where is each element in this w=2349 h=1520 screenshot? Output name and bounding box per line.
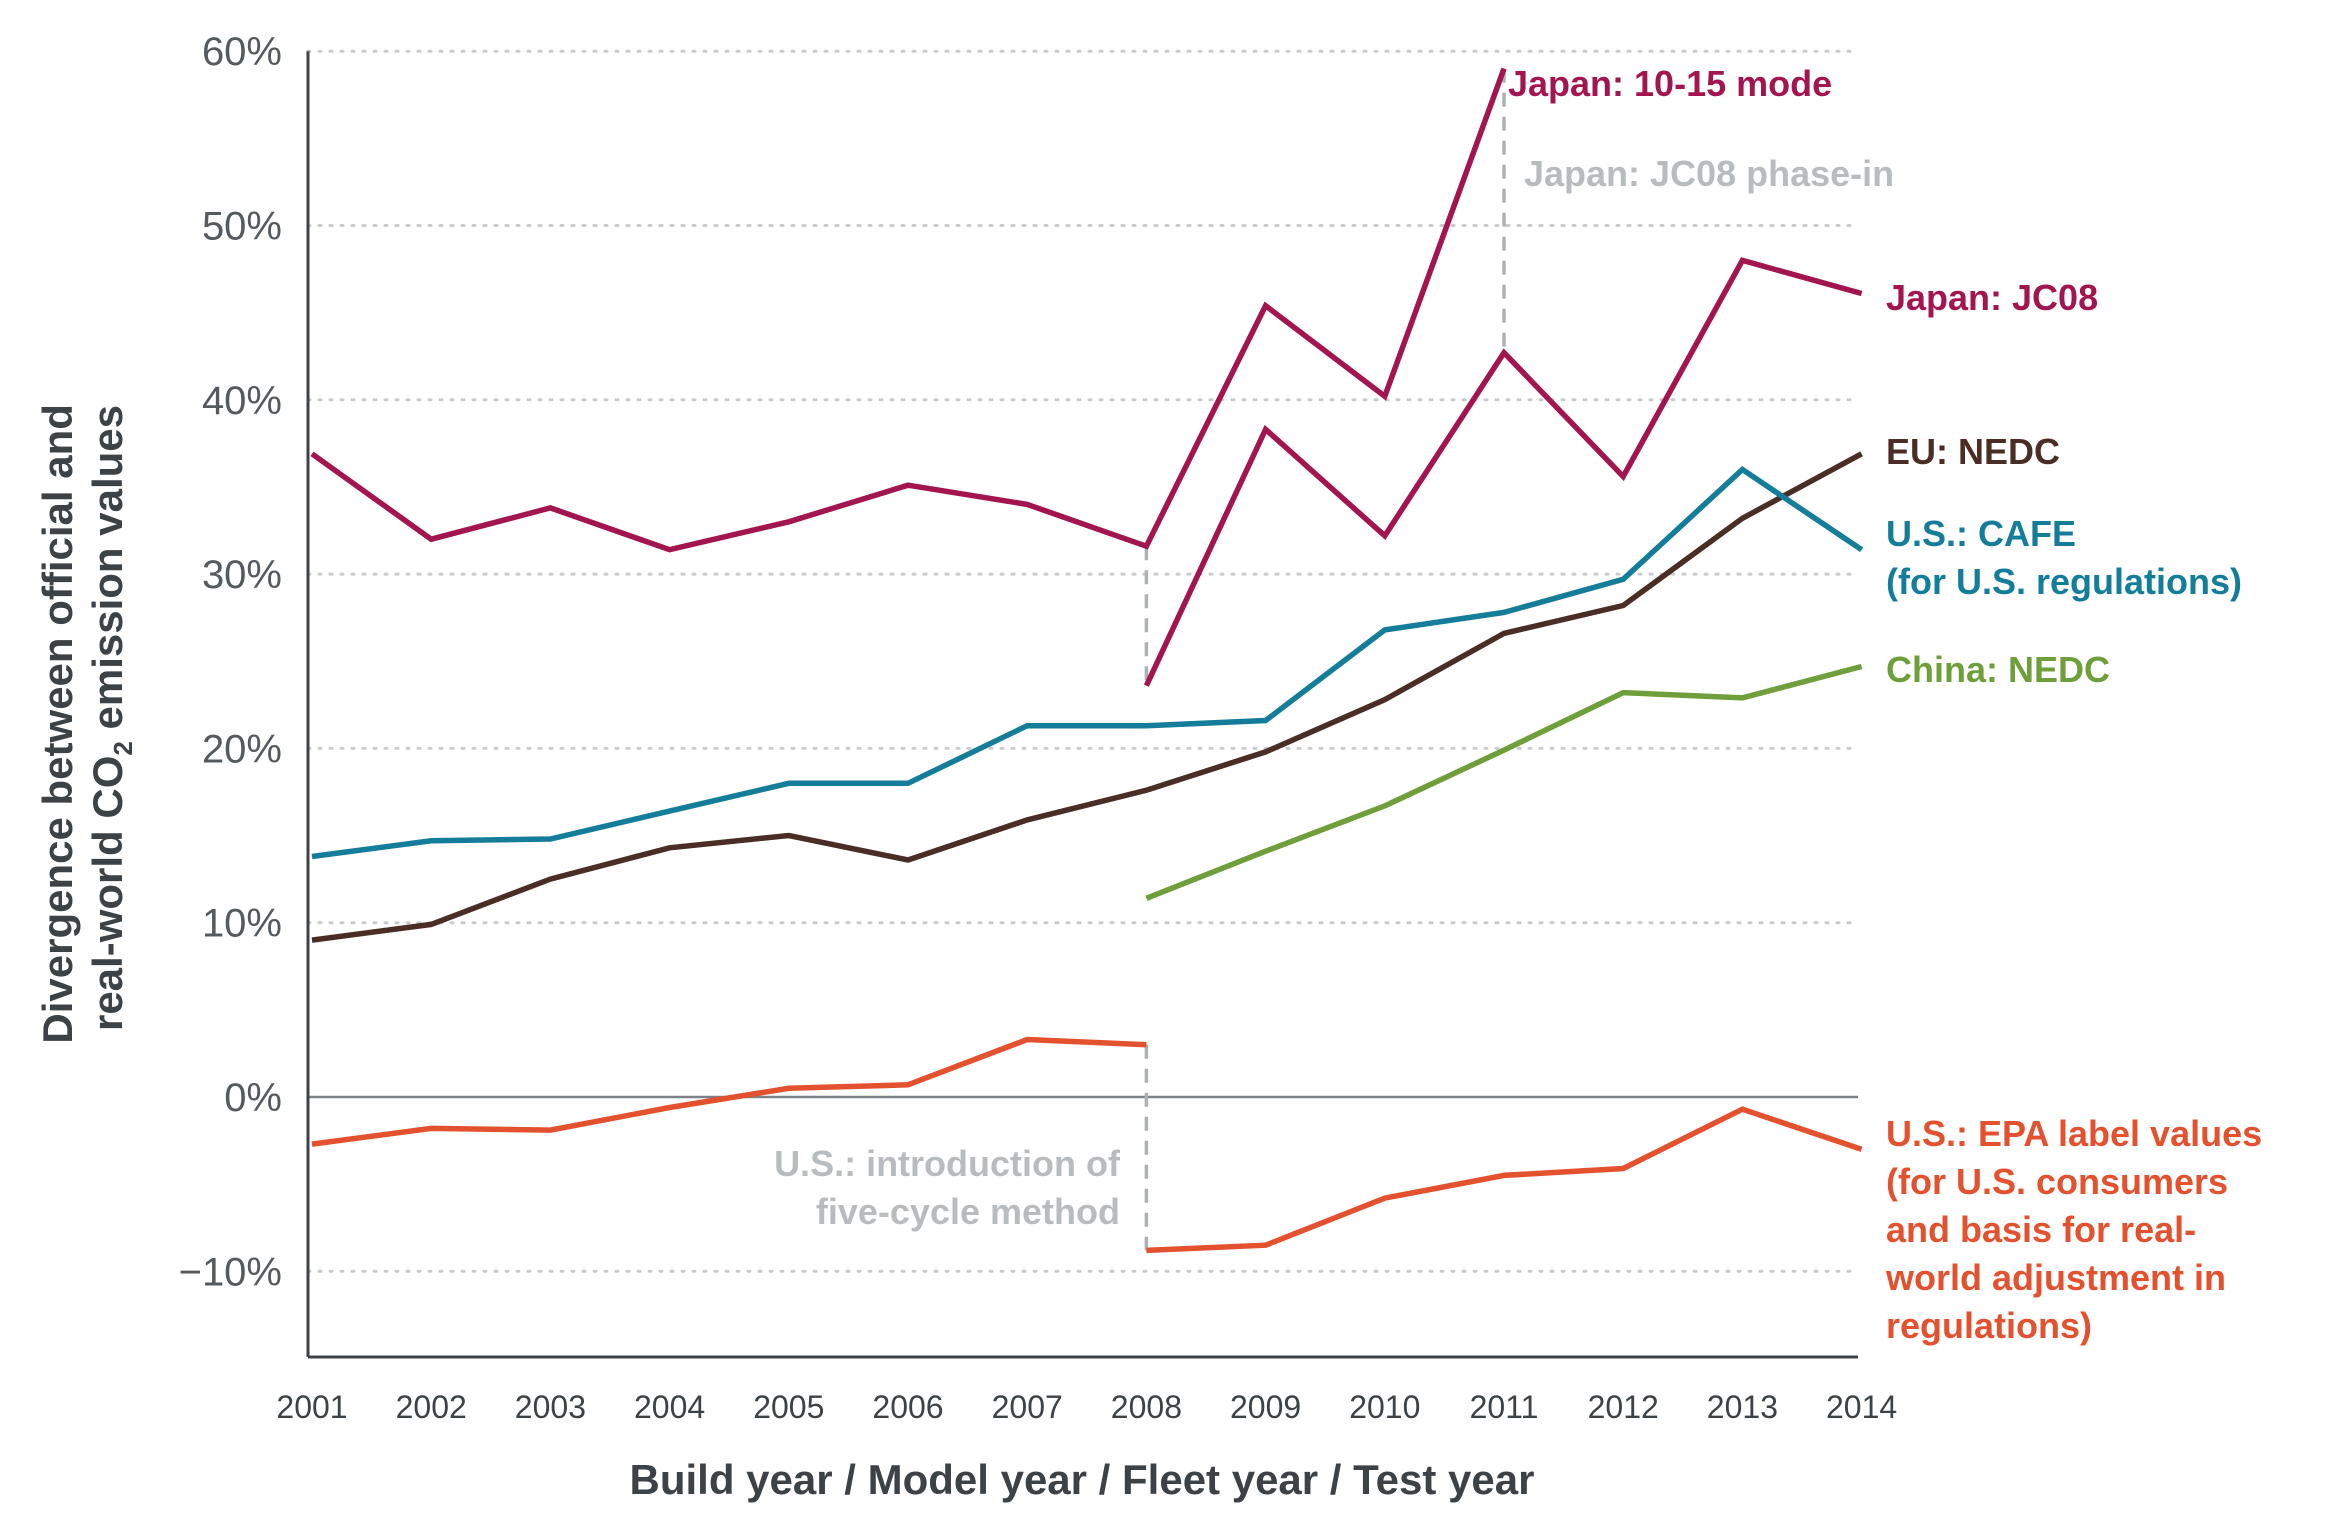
series-label-line: and basis for real- <box>1886 1209 2196 1250</box>
series-line-japan-jc08 <box>1143 257 1863 687</box>
series-label-japan-10-15: Japan: 10-15 mode <box>1508 63 1832 104</box>
x-tick-label: 2002 <box>396 1389 467 1425</box>
series-label-line: U.S.: CAFE <box>1886 513 2076 554</box>
y-tick-label: −10% <box>179 1250 282 1294</box>
series-label-line: Japan: JC08 <box>1886 277 2098 318</box>
series-label-japan-jc08: Japan: JC08 <box>1886 277 2098 318</box>
series-label-china-nedc: China: NEDC <box>1886 649 2110 690</box>
y-tick-label: 40% <box>202 379 282 423</box>
x-tick-label: 2008 <box>1111 1389 1182 1425</box>
x-axis-title: Build year / Model year / Fleet year / T… <box>630 1456 1535 1503</box>
annotation-label-five-cycle-epa: U.S.: introduction of five-cycle method <box>774 1143 1121 1232</box>
series-line-us-epa-pre <box>311 1036 1147 1147</box>
series-layer <box>310 67 1864 1254</box>
x-tick-label: 2014 <box>1826 1389 1897 1425</box>
x-tick-label: 2010 <box>1349 1389 1420 1425</box>
series-label-line: (for U.S. regulations) <box>1886 561 2242 602</box>
series-label-us-epa-post: U.S.: EPA label values (for U.S. consumer… <box>1885 1113 2262 1346</box>
series-label-line: EU: NEDC <box>1886 431 2060 472</box>
series-label-eu-nedc: EU: NEDC <box>1886 431 2060 472</box>
series-line-china-nedc <box>1145 663 1863 901</box>
x-tick-label: 2012 <box>1588 1389 1659 1425</box>
series-label-line: Japan: 10-15 mode <box>1508 63 1832 104</box>
x-tick-label: 2013 <box>1707 1389 1778 1425</box>
y-tick-label: 50% <box>202 205 282 249</box>
annotation-layer <box>1144 68 1506 1251</box>
x-tick-label: 2009 <box>1230 1389 1301 1425</box>
annotation-label-line: Japan: JC08 phase-in <box>1524 153 1894 194</box>
series-label-line: regulations) <box>1886 1305 2092 1346</box>
label-layer: Japan: 10-15 mode Japan: JC08 EU: NEDC U.S.… <box>774 63 2262 1346</box>
y-axis-title: Divergence between official and real-wor… <box>34 392 138 1043</box>
y-tick-label: 0% <box>224 1076 282 1120</box>
x-tick-label: 2003 <box>515 1389 586 1425</box>
series-label-line: China: NEDC <box>1886 649 2110 690</box>
series-label-line: (for U.S. consumers <box>1886 1161 2228 1202</box>
x-tick-label: 2007 <box>992 1389 1063 1425</box>
series-label-line: U.S.: EPA label values <box>1886 1113 2262 1154</box>
grid-layer <box>306 49 1860 1273</box>
y-tick-label: 20% <box>202 727 282 771</box>
y-tick-label: 30% <box>202 553 282 597</box>
y-axis-title-line2: real-world CO2 emission values <box>84 405 138 1031</box>
series-label-us-cafe: U.S.: CAFE (for U.S. regulations) <box>1886 513 2242 602</box>
y-tick-label: 10% <box>202 902 282 946</box>
x-tick-label: 2011 <box>1470 1389 1539 1425</box>
x-tick-label: 2006 <box>872 1389 943 1425</box>
y-tick-label: 60% <box>202 30 282 74</box>
series-line-us-epa-post <box>1146 1106 1863 1254</box>
series-label-line: world adjustment in <box>1885 1257 2226 1298</box>
y-axis-title-line1: Divergence between official and <box>34 404 81 1044</box>
series-line-japan-10-15 <box>310 67 1507 553</box>
x-tick-label: 2004 <box>634 1389 705 1425</box>
annotation-label-line: five-cycle method <box>816 1191 1120 1232</box>
axes-layer: 60% 50% 40% 30% 20% 10% 0% −10% 2001 2002 2003 2004… <box>179 30 1898 1425</box>
series-line-eu-nedc <box>311 451 1863 943</box>
x-tick-label: 2001 <box>276 1389 347 1425</box>
annotation-label-jc08-phase-in: Japan: JC08 phase-in <box>1524 153 1894 194</box>
annotation-label-line: U.S.: introduction of <box>774 1143 1121 1184</box>
x-tick-label: 2005 <box>753 1389 824 1425</box>
series-line-us-cafe <box>311 466 1864 860</box>
